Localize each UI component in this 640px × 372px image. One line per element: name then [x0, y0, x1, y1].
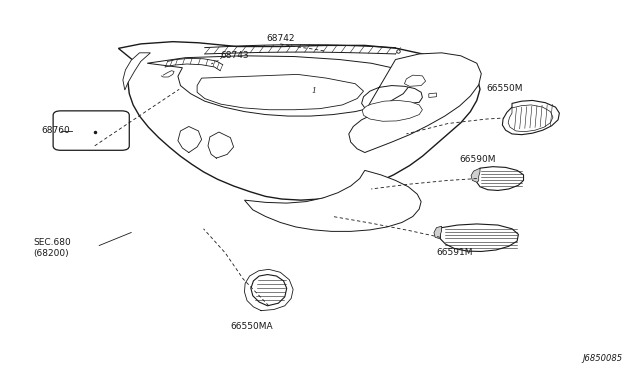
Text: 66550M: 66550M — [486, 84, 523, 93]
Polygon shape — [471, 168, 480, 182]
Text: J6850085: J6850085 — [582, 354, 622, 363]
Text: 1: 1 — [311, 87, 316, 95]
Polygon shape — [118, 42, 480, 200]
Text: 66550MA: 66550MA — [230, 322, 273, 331]
Text: 66591M: 66591M — [436, 248, 473, 257]
Text: SEC.680: SEC.680 — [33, 238, 71, 247]
Polygon shape — [362, 100, 422, 121]
Polygon shape — [197, 74, 364, 110]
Polygon shape — [440, 224, 518, 251]
Text: 68760: 68760 — [42, 126, 70, 135]
Polygon shape — [123, 53, 150, 90]
Text: 68742: 68742 — [266, 34, 294, 43]
Text: 66590M: 66590M — [460, 155, 496, 164]
Text: 68743: 68743 — [221, 51, 250, 60]
Polygon shape — [502, 100, 559, 135]
Polygon shape — [244, 170, 421, 231]
Polygon shape — [147, 56, 410, 116]
Polygon shape — [251, 275, 287, 306]
Polygon shape — [477, 167, 524, 190]
Polygon shape — [434, 226, 442, 239]
Polygon shape — [517, 104, 552, 131]
Polygon shape — [349, 53, 481, 153]
FancyBboxPatch shape — [53, 111, 129, 150]
Text: (68200): (68200) — [33, 249, 69, 258]
